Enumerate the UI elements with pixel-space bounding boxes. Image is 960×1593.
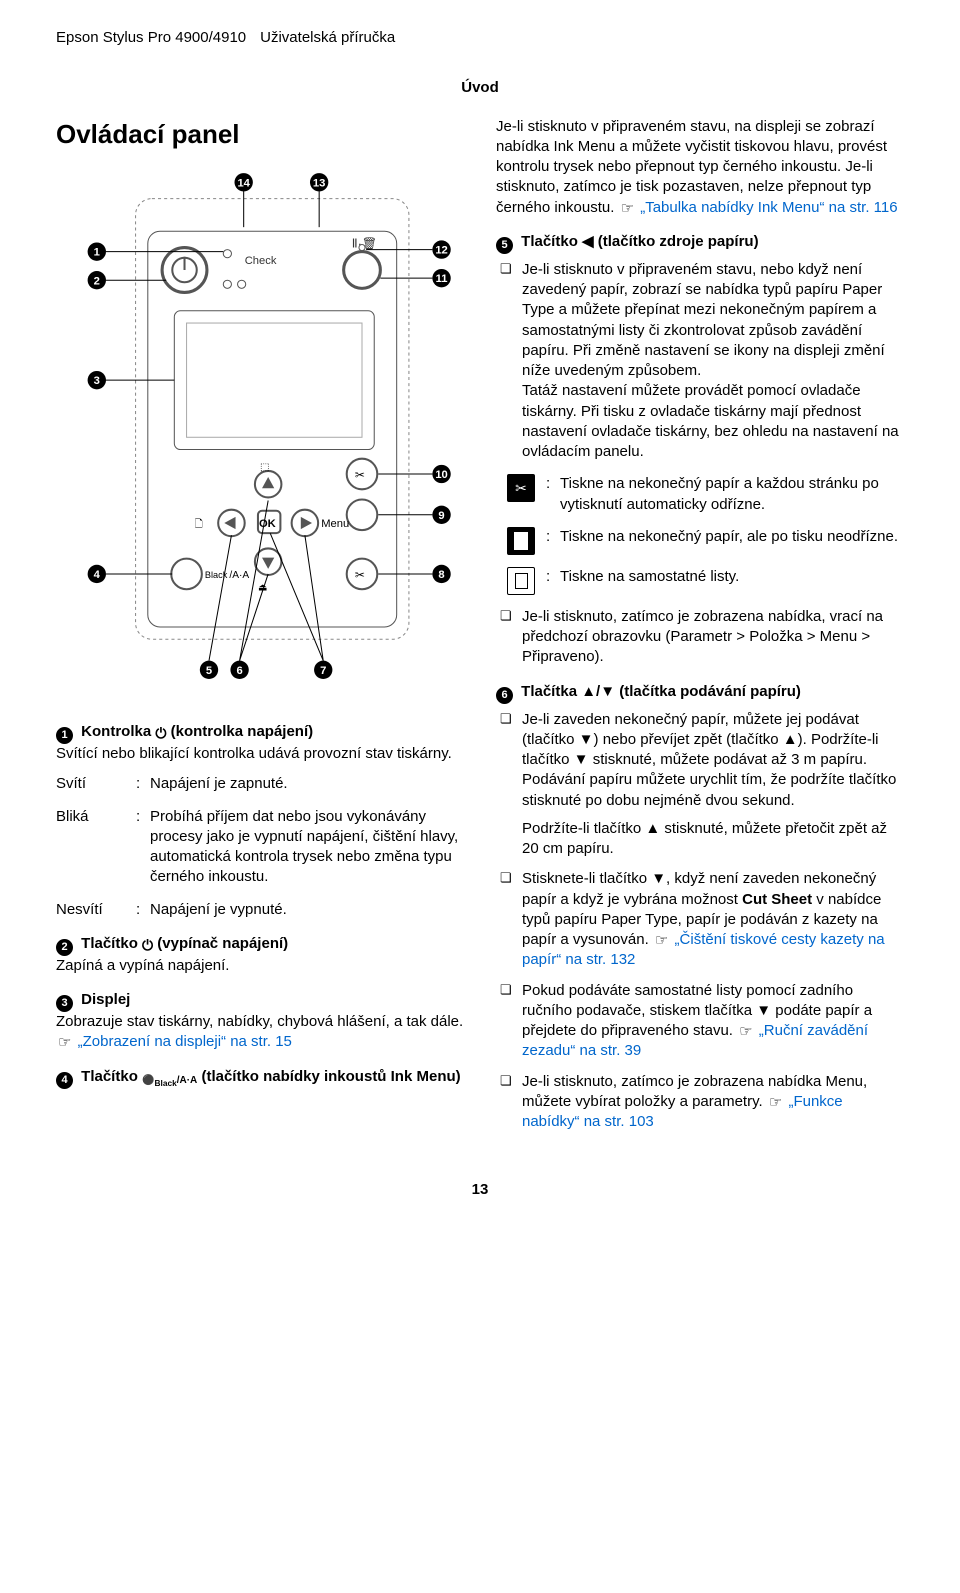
item-5-bullet-1: Je-li stisknuto v připraveném stavu, neb… — [496, 260, 904, 463]
svg-text:5: 5 — [206, 665, 212, 677]
roll-cut-icon: ✂ — [507, 474, 535, 502]
callout-2: 2 — [56, 939, 73, 956]
intro-paragraph: Je-li stisknuto v připraveném stavu, na … — [496, 117, 904, 218]
item-5-bullet-2: Je-li stisknuto, zatímco je zobrazena na… — [496, 607, 904, 668]
item-6-bullet-1: Je-li zaveden nekonečný papír, můžete je… — [496, 710, 904, 860]
doc-header: Epson Stylus Pro 4900/4910 Uživatelská p… — [56, 28, 904, 48]
sheet-icon — [507, 567, 535, 595]
svg-text:⬚: ⬚ — [260, 462, 270, 473]
power-icon: ⏻ — [142, 936, 153, 955]
item-5-heading: 5 Tlačítko ◀ (tlačítko zdroje papíru) — [496, 232, 904, 254]
svg-text:6: 6 — [236, 665, 242, 677]
item-1-heading: 1 Kontrolka ⏻ (kontrolka napájení) — [56, 722, 464, 744]
svg-text:1: 1 — [94, 246, 100, 258]
section-title: Úvod — [56, 78, 904, 98]
row-k: Svítí — [56, 774, 136, 794]
item-2-title-a: Tlačítko — [81, 935, 142, 952]
item-6-bullet-3: Pokud podáváte samostatné listy pomocí z… — [496, 981, 904, 1062]
pointer-icon: ☞ — [739, 1022, 752, 1042]
item-4-title-a: Tlačítko — [81, 1068, 142, 1085]
svg-text:3: 3 — [94, 375, 100, 387]
svg-text:8: 8 — [438, 569, 444, 581]
callout-3: 3 — [56, 995, 73, 1012]
roll-nocut-icon — [507, 527, 535, 555]
callout-6: 6 — [496, 687, 513, 704]
display-link[interactable]: „Zobrazení na displeji“ na str. 15 — [78, 1033, 292, 1050]
svg-text:11: 11 — [436, 273, 448, 285]
svg-text:2: 2 — [94, 275, 100, 287]
item-5-title: Tlačítko ◀ (tlačítko zdroje papíru) — [521, 233, 758, 250]
svg-text:✂: ✂ — [355, 568, 365, 582]
item-6-title: Tlačítka ▲/▼ (tlačítka podávání papíru) — [521, 683, 801, 700]
page-title: Ovládací panel — [56, 117, 464, 152]
pointer-icon: ☞ — [769, 1093, 782, 1113]
doc-name: Uživatelská příručka — [260, 28, 395, 48]
item-6-bullet-2: Stisknete-li tlačítko ▼, když není zaved… — [496, 869, 904, 970]
svg-text:🗋: 🗋 — [195, 518, 203, 530]
svg-text:4: 4 — [94, 569, 101, 581]
item-1-table: Svítí : Napájení je zapnuté. Bliká : Pro… — [56, 774, 464, 920]
row-v: Napájení je vypnuté. — [150, 900, 464, 920]
svg-text:7: 7 — [320, 665, 326, 677]
item-4-title-b: (tlačítko nabídky inkoustů Ink Menu) — [197, 1068, 460, 1085]
item-1-body: Svítící nebo blikající kontrolka udává p… — [56, 744, 464, 764]
roll-nocut-text: Tiskne na nekonečný papír, ale po tisku … — [560, 527, 904, 547]
pointer-icon: ☞ — [58, 1033, 71, 1053]
right-column: Je-li stisknuto v připraveném stavu, na … — [496, 117, 904, 1143]
callout-1: 1 — [56, 727, 73, 744]
roll-cut-text: Tiskne na nekonečný papír a každou strán… — [560, 474, 904, 515]
left-column: Ovládací panel Check Ⅱ·🗑 — [56, 117, 464, 1143]
item-3-heading: 3 Displej — [56, 990, 464, 1012]
item-6-heading: 6 Tlačítka ▲/▼ (tlačítka podávání papíru… — [496, 682, 904, 704]
callout-4: 4 — [56, 1072, 73, 1089]
item-1-title-a: Kontrolka — [81, 723, 155, 740]
ok-label: OK — [259, 518, 276, 530]
svg-text:/A·A: /A·A — [229, 570, 249, 581]
svg-text:✂: ✂ — [355, 468, 365, 482]
svg-text:9: 9 — [438, 509, 444, 521]
pointer-icon: ☞ — [621, 199, 634, 219]
item-3-title: Displej — [81, 991, 130, 1008]
item-2-title-b: (vypínač napájení) — [153, 935, 288, 952]
sheet-text: Tiskne na samostatné listy. — [560, 567, 904, 587]
pointer-icon: ☞ — [655, 931, 668, 951]
row-k: Nesvítí — [56, 900, 136, 920]
item-4-heading: 4 Tlačítko ⚫Black/A·A (tlačítko nabídky … — [56, 1067, 464, 1089]
row-k: Bliká — [56, 807, 136, 888]
item-1-title-b: (kontrolka napájení) — [166, 723, 313, 740]
item-6-bullet-4: Je-li stisknuto, zatímco je zobrazena na… — [496, 1072, 904, 1133]
paper-mode-table: ✂ : Tiskne na nekonečný papír a každou s… — [496, 474, 904, 595]
item-3-body: Zobrazuje stav tiskárny, nabídky, chybov… — [56, 1012, 464, 1053]
row-v: Probíhá příjem dat nebo jsou vykonávány … — [150, 807, 464, 888]
callout-5: 5 — [496, 237, 513, 254]
check-label: Check — [245, 254, 277, 266]
ink-menu-icon: ⚫Black/A·A — [142, 1074, 197, 1089]
ink-menu-link[interactable]: „Tabulka nabídky Ink Menu“ na str. 116 — [640, 199, 897, 216]
svg-text:12: 12 — [435, 244, 447, 256]
svg-text:10: 10 — [435, 469, 447, 481]
item-2-body: Zapíná a vypíná napájení. — [56, 956, 464, 976]
menu-label: Menu — [321, 518, 349, 530]
control-panel-diagram: Check Ⅱ·🗑 ✂ — [56, 168, 464, 705]
product-name: Epson Stylus Pro 4900/4910 — [56, 28, 246, 48]
svg-text:14: 14 — [237, 177, 250, 189]
power-icon: ⏻ — [155, 724, 166, 743]
svg-text:13: 13 — [313, 177, 325, 189]
row-v: Napájení je zapnuté. — [150, 774, 464, 794]
item-2-heading: 2 Tlačítko ⏻ (vypínač napájení) — [56, 934, 464, 956]
page-number: 13 — [56, 1180, 904, 1200]
